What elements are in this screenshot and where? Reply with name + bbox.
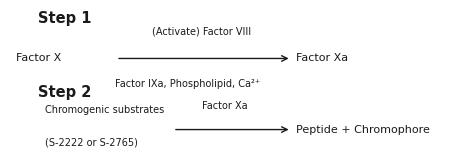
Text: Factor X: Factor X [17,53,62,64]
Text: Factor Xa: Factor Xa [202,101,248,111]
Text: Step 2: Step 2 [38,85,91,100]
Text: (Activate) Factor VIII: (Activate) Factor VIII [152,26,251,36]
Text: Peptide + Chromophore: Peptide + Chromophore [296,125,430,135]
Text: Factor Xa: Factor Xa [296,53,348,64]
Text: Step 1: Step 1 [38,11,91,26]
Text: Chromogenic substrates: Chromogenic substrates [45,105,164,115]
Text: Factor IXa, Phospholipid, Ca²⁺: Factor IXa, Phospholipid, Ca²⁺ [115,79,260,89]
Text: (S-2222 or S-2765): (S-2222 or S-2765) [45,137,138,147]
